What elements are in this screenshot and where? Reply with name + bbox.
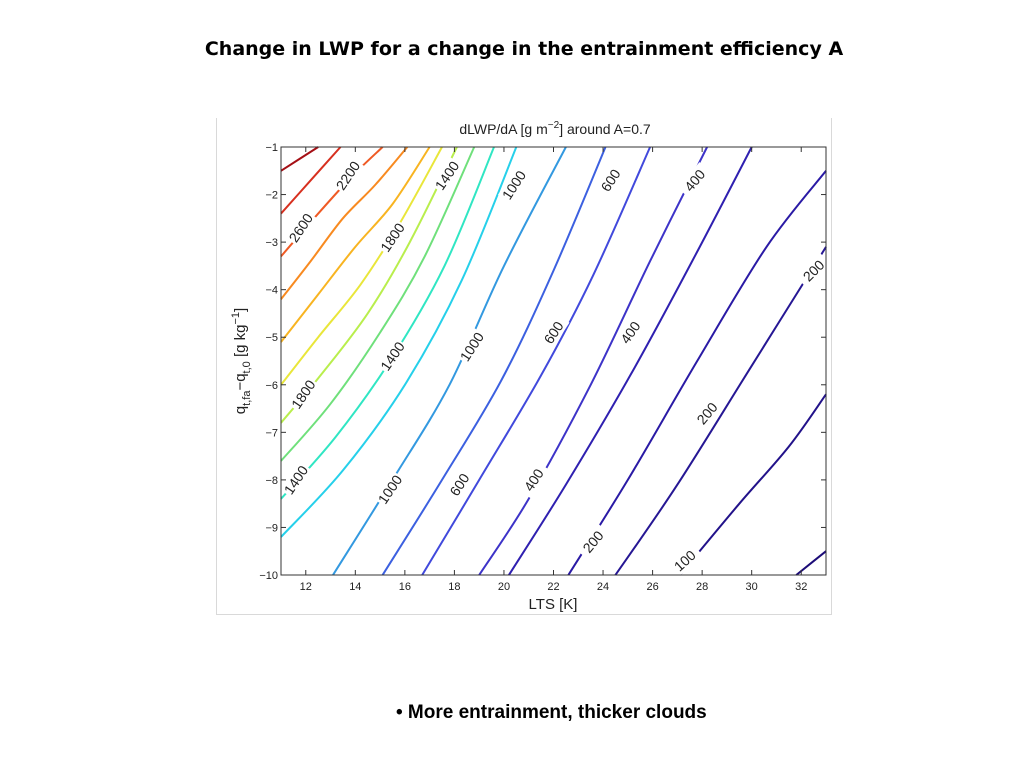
contour-label-1800: 1800	[376, 218, 409, 256]
y-tick-label: −10	[259, 570, 278, 582]
x-tick-label: 30	[746, 581, 758, 593]
y-tick-label: −5	[265, 332, 278, 344]
x-tick-label: 12	[300, 581, 312, 593]
slide-title: Change in LWP for a change in the entrai…	[204, 38, 844, 60]
contour-label-1400: 1400	[376, 337, 409, 375]
x-tick-label: 32	[795, 581, 807, 593]
contour-line-500	[421, 146, 652, 576]
contour-label-400: 400	[613, 313, 647, 352]
y-label-superscript: −1	[230, 312, 242, 325]
chart-title: dLWP/dA [g m−2] around A=0.7	[459, 120, 651, 137]
y-tick-label: −7	[265, 427, 278, 439]
contour-label-400: 400	[517, 461, 550, 499]
contour-label-600: 600	[594, 161, 627, 199]
contour-line-400	[478, 146, 708, 576]
contour-label-400: 400	[677, 162, 712, 199]
x-tick-label: 18	[448, 581, 460, 593]
contour-figure: dLWP/dA [g m−2] around A=0.7 2600 2200 180…	[216, 118, 832, 615]
contour-line-800	[332, 146, 567, 576]
bullet-text: • More entrainment, thicker clouds	[396, 702, 707, 723]
x-tick-label: 16	[399, 581, 411, 593]
y-tick-label: −4	[265, 285, 278, 297]
y-label-bracket: ]	[232, 308, 249, 312]
contour-line-2200	[280, 146, 409, 300]
y-label-sub1: t,fa	[241, 390, 253, 406]
chart-title-main: dLWP/dA [g m	[459, 121, 547, 137]
y-label-sub2: t,0	[241, 361, 253, 373]
x-tick-label: 14	[349, 581, 361, 593]
y-tick-label: −8	[265, 475, 278, 487]
plot-frame	[280, 146, 827, 576]
y-label-minus-q: −q	[232, 373, 249, 390]
contour-label-1000: 1000	[497, 166, 530, 204]
y-label-q1: q	[232, 406, 249, 414]
contour-chart: dLWP/dA [g m−2] around A=0.7 26002200180…	[230, 120, 832, 613]
contour-lines	[280, 146, 827, 576]
contour-label-100: 100	[666, 543, 703, 579]
contour-label-600: 600	[537, 313, 570, 352]
contour-line-50	[795, 550, 827, 576]
contour-line-200	[567, 170, 827, 576]
x-tick-label: 22	[547, 581, 559, 593]
contour-line-600	[381, 146, 607, 576]
contour-label-2200: 2200	[331, 156, 365, 195]
contour-line-1000	[280, 146, 518, 538]
y-tick-label: −3	[265, 237, 278, 249]
contour-label-200: 200	[690, 395, 725, 432]
contour-line-2000	[280, 146, 431, 343]
x-tick-label: 20	[498, 581, 510, 593]
contour-label-2600: 2600	[284, 209, 317, 247]
chart-title-tail: ] around A=0.7	[559, 121, 651, 137]
contour-line-2600	[280, 146, 342, 215]
contour-line-300	[508, 146, 753, 576]
contour-line-2800	[280, 146, 319, 172]
y-tick-label: −6	[265, 380, 278, 392]
y-axis-label: qt,fa−qt,0 [g kg−1]	[230, 308, 253, 414]
contour-line-150	[614, 246, 827, 576]
axis-ticks: 12 14 16 18 20 22 24 26 28 30 32 −1 −2 −3 −4 −5 −6 −7 −8 −9…	[259, 142, 826, 593]
y-tick-label: −1	[265, 142, 278, 154]
contour-line-1400	[280, 146, 476, 462]
contour-line-1800	[280, 146, 443, 386]
contour-line-100	[679, 393, 827, 576]
x-axis-label: LTS [K]	[529, 596, 578, 613]
y-label-unit: [g kg	[232, 325, 249, 362]
x-tick-label: 28	[696, 581, 708, 593]
x-tick-label: 24	[597, 581, 609, 593]
y-tick-label: −9	[265, 522, 278, 534]
chart-title-superscript: −2	[548, 120, 560, 131]
x-tick-label: 26	[646, 581, 658, 593]
y-tick-label: −2	[265, 190, 278, 202]
